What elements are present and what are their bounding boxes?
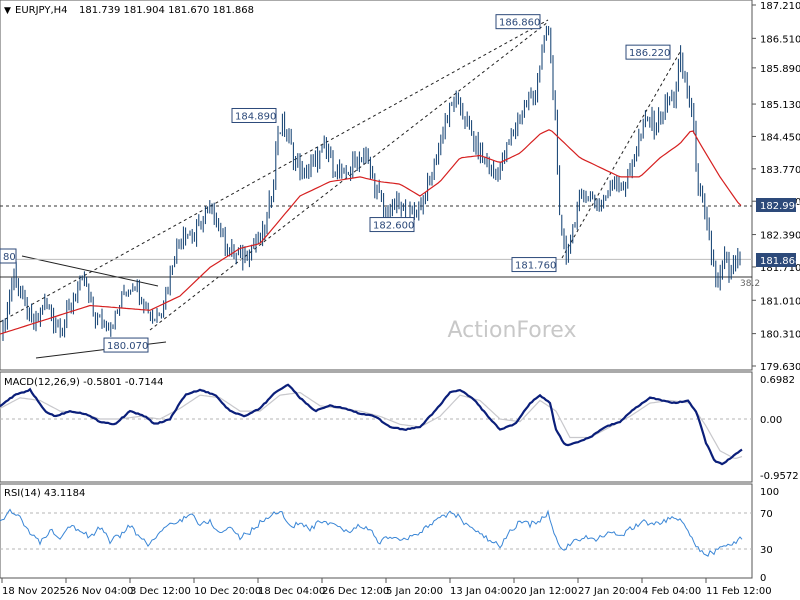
rsi-tick-30: 30 [760,545,773,556]
callout-label: 181.760 [515,261,556,272]
macd-tick-top: 0.6982 [760,375,795,386]
price-tick-label: 183.770 [760,165,800,176]
callout-label: 182.600 [373,221,414,232]
callout-label: 186.220 [629,48,670,59]
fib-382-label: 38.2 [740,279,760,289]
price-tick-label: 185.130 [760,100,800,111]
watermark: ActionForex [448,318,577,343]
callout-box [369,217,415,233]
callout-box [511,257,557,273]
left-edge-label: 80 [3,252,16,263]
rsi-tick-100: 100 [760,487,779,498]
callout-box [103,337,149,353]
ohlc-values: 181.739 181.904 181.670 181.868 [79,5,254,16]
callout-label: 186.860 [499,18,540,29]
x-tick-label: 4 Feb 04:00 [642,586,701,597]
header-arrow-icon: ▼ [4,6,11,16]
price-tick-label: 186.510 [760,34,800,45]
level-tag-bg [756,198,796,212]
price-tick-label: 185.890 [760,64,800,75]
price-tick-label: 187.210 [760,1,800,12]
left-edge-callout [0,248,17,264]
callout-box [231,107,277,123]
x-tick-label: 26 Dec 12:00 [322,586,389,597]
price-tick-label: 181.710 [760,263,800,274]
rsi-line [0,508,743,557]
rsi-tick-70: 70 [760,509,773,520]
callout-label: 180.070 [107,341,148,352]
macd-panel-frame [0,371,753,483]
current-price-tag: 181.868 [760,256,800,267]
price-tick-label: 181.010 [760,296,800,307]
symbol-label: EURJPY,H4 [15,5,68,16]
price-tick-label: 182.390 [760,231,800,242]
x-tick-label: 5 Jan 20:00 [386,586,443,597]
callout-box [495,14,541,30]
x-tick-label: 27 Jan 20:00 [578,586,641,597]
macd-tick-zero: 0.00 [760,415,782,426]
x-tick-label: 18 Nov 2025 [2,586,66,597]
x-tick-label: 20 Jan 12:00 [514,586,577,597]
price-tick-label: 184.450 [760,132,800,143]
macd-line [0,383,743,466]
triangle-upper-line [21,255,159,287]
price-tick-label: 180.310 [760,330,800,341]
callout-label: 184.890 [235,111,276,122]
rsi-tick-0: 0 [760,573,766,584]
x-tick-label: 11 Feb 12:00 [706,586,772,597]
level-tag-182990: 182.990 [760,201,800,212]
x-tick-label: 13 Jan 04:00 [450,586,513,597]
price-tick-label: 179.630 [760,362,800,373]
macd-tick-bottom: -0.9572 [760,471,799,482]
rsi-label: RSI(14) 43.1184 [4,488,85,499]
rsi-panel-frame [0,483,753,579]
x-tick-label: 10 Dec 20:00 [194,586,261,597]
moving-average-line [0,129,742,335]
x-tick-label: 26 Nov 04:00 [66,586,133,597]
x-tick-label: 18 Dec 04:00 [258,586,325,597]
callout-box [625,44,671,60]
macd-label: MACD(12,26,9) -0.5801 -0.7144 [4,377,164,388]
x-tick-label: 3 Dec 12:00 [130,586,191,597]
current-price-tag-bg [756,253,796,267]
